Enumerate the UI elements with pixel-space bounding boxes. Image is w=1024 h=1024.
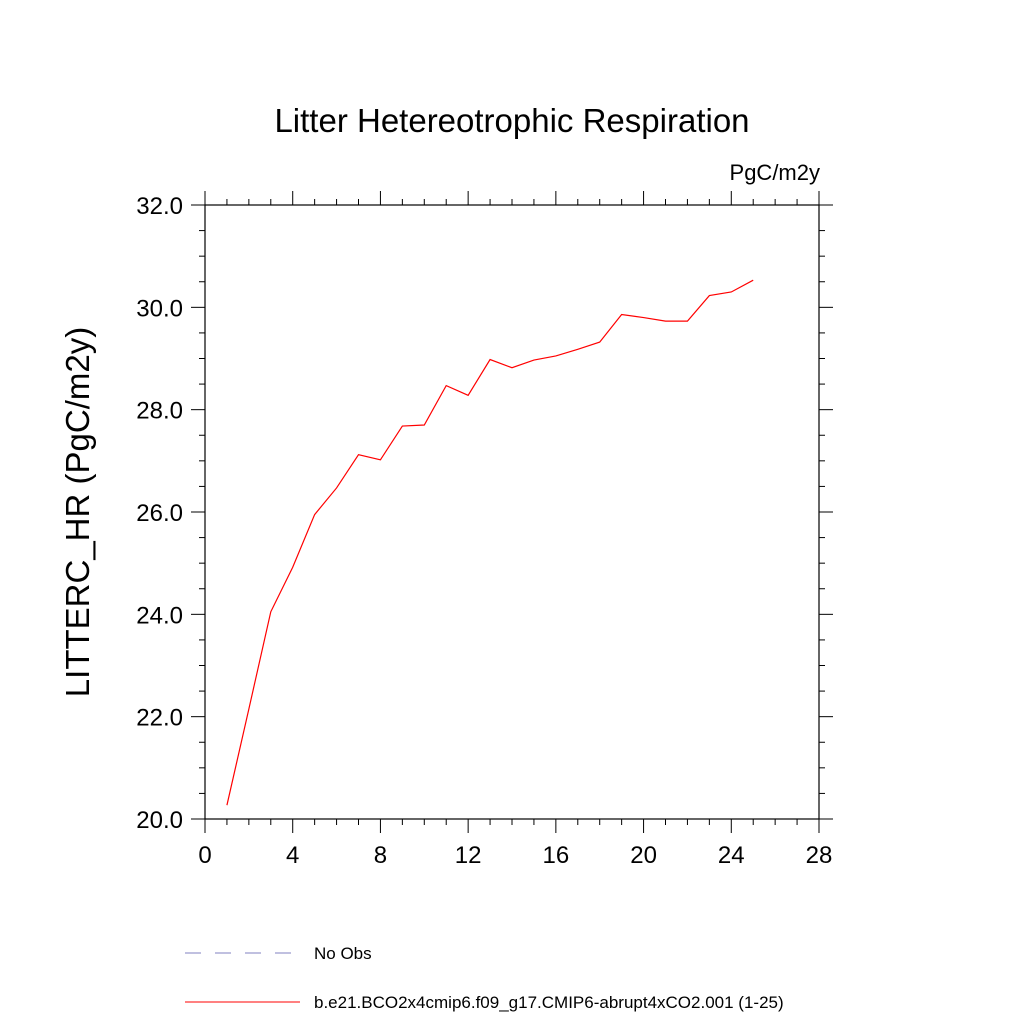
axis-tick-labels: 0 4 8 12 16 20 24 28 20.0 22.0 24.0 26.0 28.0 30.0 32.… [136, 193, 832, 869]
y-tick-label: 20.0 [136, 807, 183, 834]
legend: No Obs b.e21.BCO2x4cmip6.f09_g17.CMIP6-ab… [185, 944, 784, 1012]
y-axis-label: LITTERC_HR (PgC/m2y) [59, 327, 96, 697]
chart-title: Litter Hetereotrophic Respiration [274, 102, 749, 139]
x-tick-label: 28 [806, 842, 833, 869]
x-tick-label: 12 [455, 842, 482, 869]
y-tick-label: 22.0 [136, 705, 183, 732]
units-label: PgC/m2y [730, 160, 820, 185]
series-line-1 [226, 279, 754, 806]
series-layer [226, 279, 754, 806]
legend-label-1: b.e21.BCO2x4cmip6.f09_g17.CMIP6-abrupt4x… [314, 993, 784, 1012]
x-tick-label: 0 [198, 842, 211, 869]
y-tick-label: 28.0 [136, 398, 183, 425]
axis-ticks [191, 191, 833, 833]
legend-label-0: No Obs [314, 944, 372, 963]
y-tick-label: 30.0 [136, 295, 183, 322]
x-tick-label: 20 [630, 842, 657, 869]
y-tick-label: 24.0 [136, 602, 183, 629]
x-tick-label: 8 [374, 842, 387, 869]
plot-frame [204, 204, 820, 820]
x-tick-label: 4 [286, 842, 299, 869]
x-tick-label: 24 [718, 842, 745, 869]
y-tick-label: 32.0 [136, 193, 183, 220]
y-tick-label: 26.0 [136, 500, 183, 527]
x-tick-label: 16 [543, 842, 570, 869]
